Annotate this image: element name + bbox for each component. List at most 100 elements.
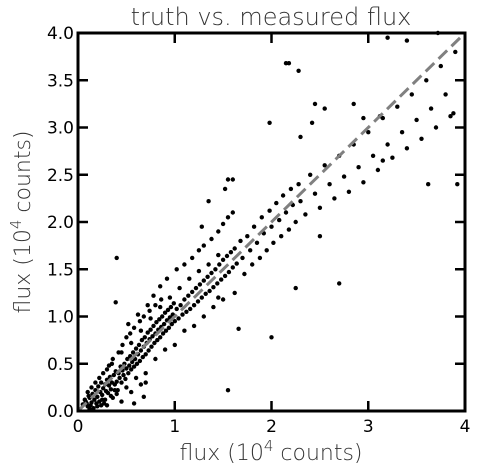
data-point-203 [356, 165, 361, 170]
data-point-163 [230, 210, 235, 215]
data-point-205 [366, 130, 371, 135]
data-point-142 [206, 262, 211, 267]
data-point-207 [375, 167, 381, 173]
data-point-102 [201, 278, 206, 283]
data-point-251 [380, 158, 385, 163]
data-point-196 [322, 163, 327, 168]
x-tick-label: 4 [460, 417, 471, 437]
data-point-286 [99, 403, 104, 408]
data-point-175 [259, 215, 264, 220]
data-point-156 [190, 255, 195, 261]
data-point-65 [151, 323, 156, 329]
data-point-180 [271, 240, 276, 245]
data-point-103 [203, 291, 208, 296]
data-point-275 [137, 319, 143, 324]
data-point-57 [143, 352, 148, 357]
data-point-87 [172, 319, 177, 324]
data-point-206 [370, 153, 376, 158]
data-point-148 [126, 321, 131, 327]
data-point-160 [216, 229, 221, 234]
data-point-167 [240, 255, 245, 261]
data-point-159 [209, 236, 214, 242]
data-point-128 [138, 328, 144, 333]
data-point-11 [99, 380, 104, 385]
data-point-144 [216, 252, 221, 258]
data-point-111 [219, 277, 224, 282]
data-point-131 [153, 356, 158, 362]
data-point-56 [142, 335, 147, 340]
data-point-247 [216, 295, 221, 300]
data-point-100 [197, 282, 203, 287]
x-axis-ticks: 0 1 2 3 4 [73, 33, 471, 437]
data-point-191 [298, 199, 303, 204]
x-tick-label: 3 [363, 417, 374, 437]
data-point-189 [293, 219, 298, 225]
data-point-233 [322, 106, 327, 111]
data-point-264 [93, 380, 98, 385]
data-point-174 [257, 255, 263, 261]
data-point-289 [112, 388, 118, 393]
data-point-63 [149, 344, 154, 349]
data-point-146 [114, 255, 119, 261]
data-point-213 [404, 146, 410, 151]
data-point-145 [220, 297, 226, 302]
data-point-138 [187, 276, 192, 281]
y-tick-label: 4.0 [47, 24, 74, 44]
data-point-37 [124, 366, 129, 371]
data-point-285 [94, 401, 99, 406]
data-point-242 [225, 177, 231, 182]
data-point-258 [143, 380, 148, 385]
data-point-177 [264, 248, 269, 253]
data-point-244 [293, 285, 298, 291]
data-point-232 [351, 101, 356, 107]
y-axis-label: flux (104 counts) [7, 130, 36, 313]
data-point-47 [133, 346, 139, 351]
data-point-158 [201, 243, 206, 248]
data-point-181 [274, 200, 279, 206]
data-point-198 [332, 196, 337, 201]
data-point-118 [232, 246, 237, 251]
data-point-261 [91, 406, 96, 411]
data-point-265 [89, 385, 94, 390]
data-point-151 [151, 293, 156, 298]
data-point-255 [129, 389, 134, 395]
data-point-172 [251, 224, 257, 229]
data-point-272 [124, 335, 129, 340]
data-point-215 [414, 117, 419, 123]
data-point-185 [283, 210, 289, 215]
data-point-45 [131, 364, 137, 369]
data-point-165 [236, 326, 241, 331]
data-point-229 [385, 35, 390, 40]
data-point-12 [100, 392, 105, 398]
data-point-252 [317, 234, 323, 239]
data-point-60 [146, 348, 151, 353]
data-point-132 [158, 304, 163, 310]
data-point-209 [385, 142, 390, 147]
data-point-141 [201, 314, 206, 319]
data-point-253 [104, 403, 110, 408]
data-point-245 [225, 388, 231, 393]
data-point-216 [419, 136, 424, 141]
data-point-267 [101, 371, 106, 376]
data-point-127 [133, 375, 139, 381]
data-point-178 [267, 208, 272, 213]
data-point-83 [168, 304, 174, 310]
data-point-27 [114, 379, 119, 384]
data-point-171 [250, 262, 255, 267]
data-point-114 [224, 253, 230, 259]
data-point-121 [104, 367, 110, 372]
data-point-218 [428, 106, 434, 111]
data-point-101 [199, 295, 204, 300]
data-point-59 [145, 330, 150, 335]
data-points [80, 30, 460, 412]
data-point-220 [438, 63, 443, 69]
data-point-170 [248, 248, 253, 253]
data-point-211 [395, 104, 400, 109]
data-point-234 [312, 101, 318, 107]
data-point-119 [234, 261, 239, 266]
data-point-274 [131, 325, 137, 330]
data-point-72 [158, 335, 163, 340]
data-point-117 [230, 265, 235, 270]
data-point-263 [97, 375, 102, 381]
